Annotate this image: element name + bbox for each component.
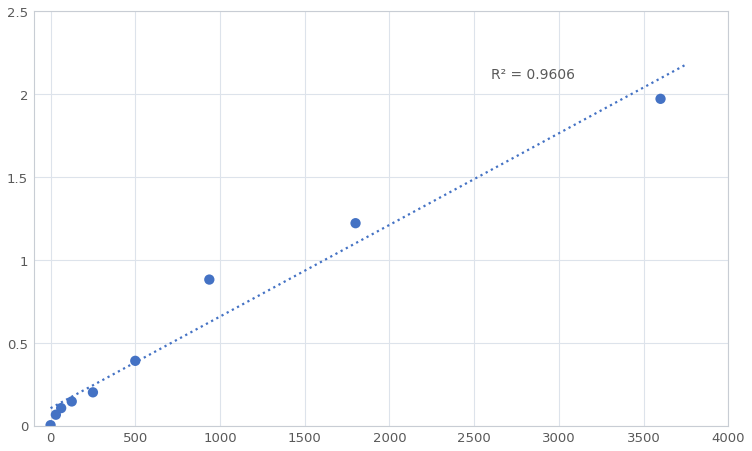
Text: R² = 0.9606: R² = 0.9606 [491, 68, 575, 82]
Point [129, 358, 141, 365]
Point [44, 422, 56, 429]
Point [50, 411, 62, 419]
Point [65, 398, 77, 405]
Point [87, 389, 99, 396]
Point [203, 276, 215, 284]
Point [654, 96, 666, 103]
Point [350, 220, 362, 227]
Point [55, 405, 67, 412]
